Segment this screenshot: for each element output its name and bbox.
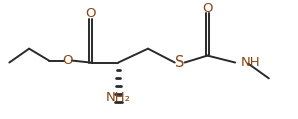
Text: NH: NH	[241, 56, 261, 69]
Text: O: O	[63, 54, 73, 67]
Text: O: O	[202, 2, 213, 15]
Text: NH₂: NH₂	[106, 91, 131, 104]
Text: O: O	[85, 7, 96, 20]
Text: S: S	[175, 55, 184, 70]
